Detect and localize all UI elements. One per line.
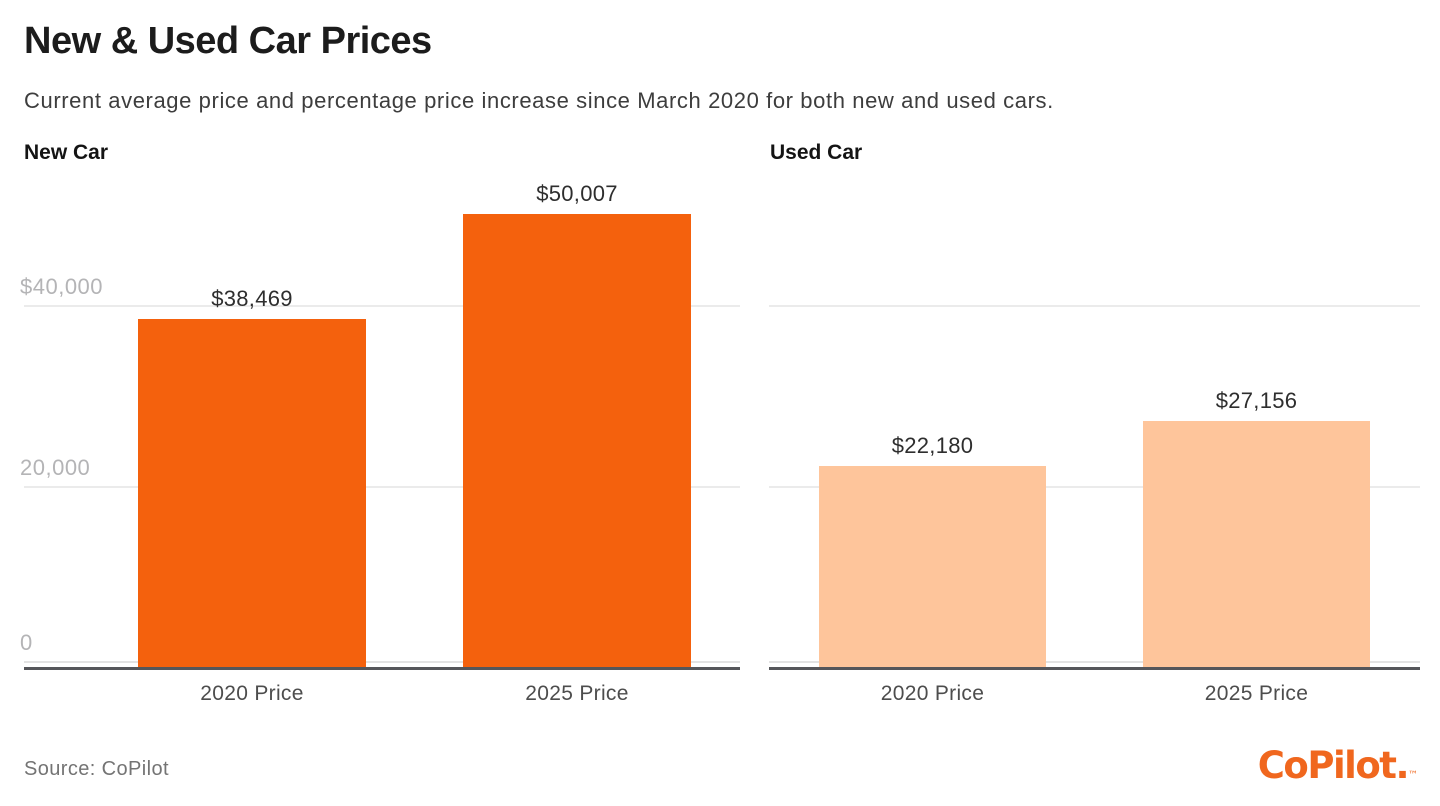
copilot-logo-text: CoPilot. — [1257, 744, 1410, 787]
gridline-40000 — [769, 305, 1420, 307]
value-label-2025-price: $50,007 — [536, 181, 618, 206]
gridline-20000 — [24, 486, 740, 488]
bar-new-car-2020-price — [138, 319, 366, 667]
y-tick-label-0: 0 — [20, 630, 33, 655]
x-axis-label-2020-price: 2020 Price — [880, 682, 985, 705]
gridline-40000 — [24, 305, 740, 307]
x-axis-line — [769, 667, 1420, 670]
gridline-0 — [769, 661, 1420, 663]
bar-used-car-2025-price — [1143, 421, 1370, 667]
trademark-symbol: ™ — [1408, 770, 1418, 781]
bar-new-car-2025-price — [463, 214, 691, 667]
y-tick-label-20000: 20,000 — [20, 455, 91, 480]
chart-title-new-car: New Car — [24, 141, 109, 164]
value-label-2020-price: $22,180 — [891, 433, 974, 458]
x-axis-label-2025-price: 2025 Price — [1204, 682, 1309, 705]
value-label-2020-price: $38,469 — [211, 286, 293, 311]
value-label-2025-price: $27,156 — [1215, 388, 1298, 413]
x-axis-label-2020-price: 2020 Price — [200, 682, 304, 705]
source-note: Source: CoPilot — [24, 758, 169, 780]
x-axis-line — [24, 667, 740, 670]
gridline-0 — [24, 661, 740, 663]
y-tick-label-40000: $40,000 — [20, 274, 104, 299]
bar-used-car-2020-price — [819, 466, 1046, 667]
x-axis-label-2025-price: 2025 Price — [525, 682, 629, 705]
chart-title-used-car: Used Car — [770, 141, 863, 164]
gridline-20000 — [769, 486, 1420, 488]
page-subtitle: Current average price and percentage pri… — [24, 88, 1054, 113]
copilot-logo: CoPilot.™ — [1258, 744, 1418, 787]
page-title: New & Used Car Prices — [24, 20, 432, 62]
